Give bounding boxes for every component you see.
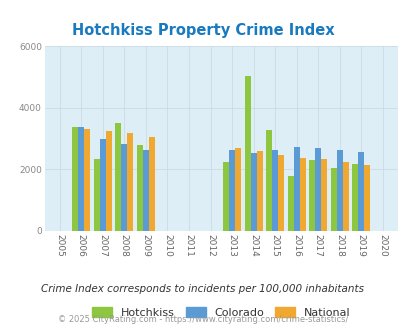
- Bar: [121, 144, 127, 231]
- Bar: [115, 123, 121, 231]
- Text: © 2025 CityRating.com - https://www.cityrating.com/crime-statistics/: © 2025 CityRating.com - https://www.city…: [58, 315, 347, 324]
- Bar: [320, 159, 326, 231]
- Bar: [299, 158, 305, 231]
- Bar: [234, 148, 241, 231]
- Bar: [106, 131, 112, 231]
- Bar: [308, 160, 314, 231]
- Text: Crime Index corresponds to incidents per 100,000 inhabitants: Crime Index corresponds to incidents per…: [41, 284, 364, 294]
- Bar: [277, 155, 284, 231]
- Text: Hotchkiss Property Crime Index: Hotchkiss Property Crime Index: [72, 23, 333, 38]
- Bar: [314, 148, 320, 231]
- Bar: [363, 165, 369, 231]
- Bar: [256, 151, 262, 231]
- Bar: [271, 150, 277, 231]
- Bar: [330, 169, 336, 231]
- Bar: [293, 147, 299, 231]
- Bar: [84, 129, 90, 231]
- Bar: [72, 127, 78, 231]
- Bar: [78, 127, 84, 231]
- Legend: Hotchkiss, Colorado, National: Hotchkiss, Colorado, National: [92, 307, 350, 317]
- Bar: [342, 162, 348, 231]
- Bar: [127, 133, 133, 231]
- Bar: [265, 130, 271, 231]
- Bar: [136, 146, 143, 231]
- Bar: [149, 137, 155, 231]
- Bar: [143, 150, 149, 231]
- Bar: [336, 150, 342, 231]
- Bar: [222, 162, 228, 231]
- Bar: [94, 159, 100, 231]
- Bar: [352, 164, 357, 231]
- Bar: [250, 153, 256, 231]
- Bar: [244, 76, 250, 231]
- Bar: [228, 150, 234, 231]
- Bar: [357, 152, 363, 231]
- Bar: [100, 139, 106, 231]
- Bar: [287, 176, 293, 231]
